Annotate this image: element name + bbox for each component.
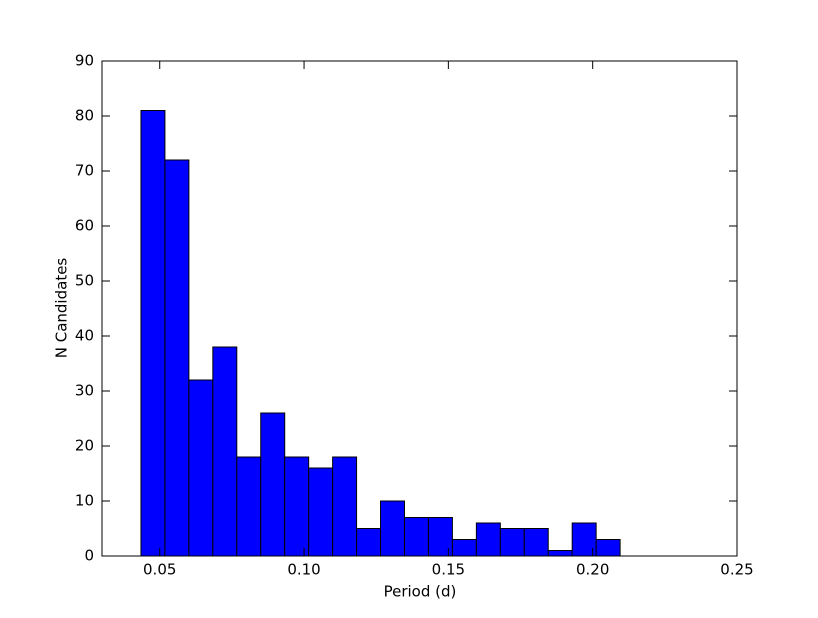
y-tick-label: 10	[75, 492, 94, 510]
bar	[595, 539, 621, 557]
bar	[332, 456, 358, 557]
bar	[451, 539, 477, 557]
bar	[236, 456, 262, 557]
bar	[260, 412, 286, 557]
bar	[356, 528, 382, 557]
y-tick-label: 70	[75, 162, 94, 180]
y-axis-label: N Candidates	[53, 258, 71, 359]
x-tick-label: 0.15	[432, 561, 465, 579]
y-tick-label: 30	[75, 382, 94, 400]
x-tick-label: 0.20	[576, 561, 609, 579]
bar	[380, 500, 405, 557]
x-axis-label: Period (d)	[384, 583, 457, 601]
bar	[403, 517, 429, 557]
bar	[523, 528, 549, 557]
bar	[188, 379, 214, 557]
x-tick-label: 0.10	[287, 561, 320, 579]
y-tick-label: 60	[75, 217, 94, 235]
bar	[499, 528, 525, 557]
bar	[547, 550, 573, 557]
bar	[475, 522, 501, 557]
bar	[212, 346, 238, 557]
y-tick-label: 50	[75, 272, 94, 290]
y-tick-label: 20	[75, 437, 94, 455]
x-tick-label: 0.25	[720, 561, 753, 579]
y-tick-label: 90	[75, 52, 94, 70]
y-tick-label: 0	[84, 547, 94, 565]
bar	[164, 159, 190, 557]
plot-frame	[101, 60, 738, 557]
y-tick-label: 80	[75, 107, 94, 125]
y-tick-label: 40	[75, 327, 94, 345]
bar	[308, 467, 334, 557]
bar	[140, 110, 166, 557]
x-tick-label: 0.05	[143, 561, 176, 579]
bar	[284, 456, 310, 557]
